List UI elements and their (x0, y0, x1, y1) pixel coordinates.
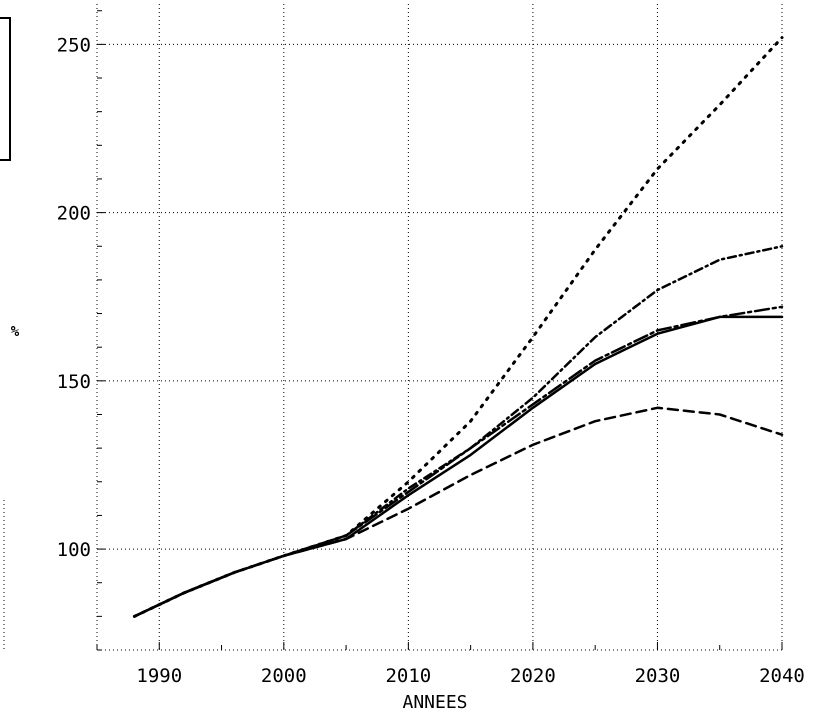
y-tick-label: 100 (57, 539, 91, 561)
y-axis-unit: % (11, 324, 20, 340)
y-tick-label: 200 (57, 203, 91, 225)
y-tick-label: 150 (57, 371, 91, 393)
x-tick-label: 2030 (635, 665, 681, 687)
x-tick-label: 2040 (759, 665, 805, 687)
x-tick-label: 2020 (510, 665, 556, 687)
legend-box-fragment (0, 17, 11, 161)
series-line-dash-dot (133, 245, 784, 618)
x-tick-label: 2000 (261, 665, 307, 687)
x-axis-title: ANNEES (402, 692, 467, 713)
series-group (132, 36, 784, 618)
x-tick-label: 1990 (136, 665, 182, 687)
x-axis-ticks: 1990 2000 2010 2020 2030 2040 (96, 642, 805, 687)
x-tick-label: 2010 (385, 665, 431, 687)
y-tick-label: 250 (57, 34, 91, 56)
y-axis-ticks: 100 150 200 250 (57, 10, 105, 651)
series-line-dashed (133, 406, 784, 618)
